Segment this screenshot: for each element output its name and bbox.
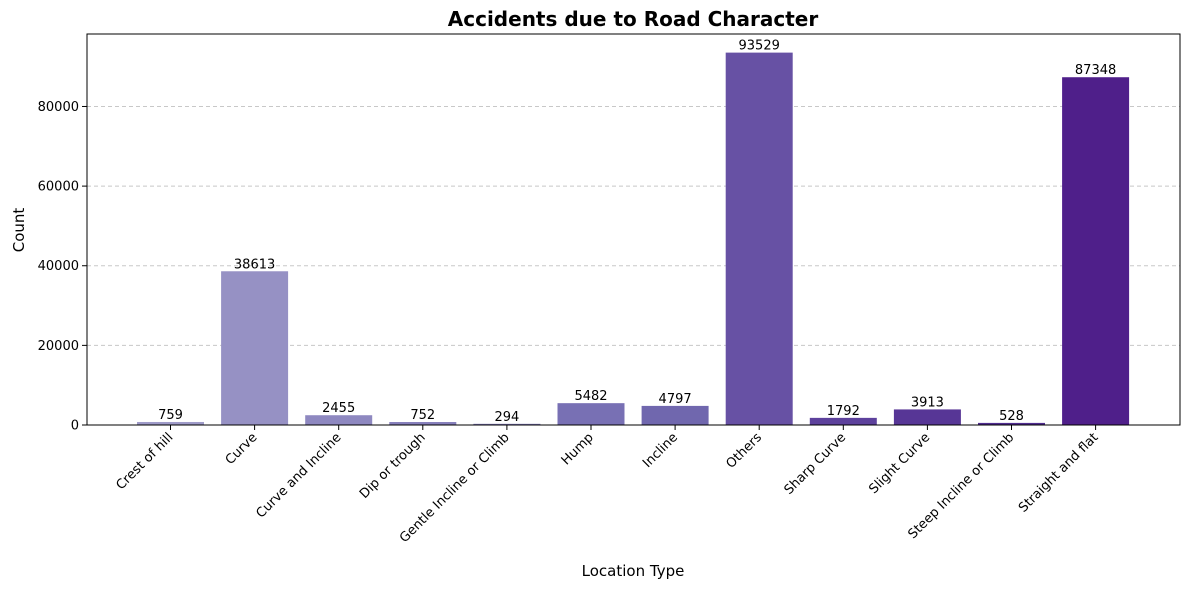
data-label: 752 [410,408,435,423]
x-tick-label: Sharp Curve [782,430,850,498]
data-label: 528 [999,409,1024,424]
x-tick-label: Others [724,430,766,472]
x-tick-label: Curve and Incline [253,430,344,521]
y-axis-label: Count [10,208,28,253]
bar [389,422,457,425]
bar [473,423,541,425]
x-tick-label: Crest of hill [113,430,176,493]
y-tick-label: 80000 [38,100,79,115]
x-tick-label: Incline [640,430,681,471]
data-label: 1792 [827,404,860,419]
plot-frame [86,33,1181,426]
y-tick-label: 60000 [38,180,79,195]
data-label: 38613 [234,257,275,272]
bar [893,409,961,425]
bar [641,405,709,425]
data-label: 3913 [911,395,944,410]
x-axis-label: Location Type [582,562,685,580]
bar [725,52,793,425]
bar [221,271,289,425]
bar [557,403,625,425]
bars [137,52,1130,425]
data-label: 2455 [322,401,355,416]
data-label: 294 [494,410,519,425]
data-label: 759 [158,408,183,423]
x-tick-label: Curve [223,430,261,468]
bar [978,422,1045,425]
x-tick-label: Straight and flat [1016,430,1101,515]
y-axis: 0 20000 40000 60000 80000 [38,100,87,434]
y-tick-label: 40000 [38,259,79,274]
x-tick-label: Slight Curve [866,430,933,497]
y-tick-label: 20000 [38,339,79,354]
x-tick-label: Dip or trough [357,430,429,502]
data-label: 5482 [574,389,607,404]
data-label: 4797 [659,392,692,407]
chart-title: Accidents due to Road Character [448,7,819,31]
bar [1062,77,1130,425]
x-tick-label: Hump [559,430,597,468]
bar [809,417,877,425]
bar [137,421,204,425]
y-tick-label: 0 [71,419,79,434]
bar [305,415,373,425]
data-label: 87348 [1075,63,1116,78]
data-label: 93529 [739,39,780,54]
data-labels: 759 38613 2455 752 294 5482 4797 93529 1792 3913 5… [158,39,1116,425]
grid-lines [87,105,1180,346]
